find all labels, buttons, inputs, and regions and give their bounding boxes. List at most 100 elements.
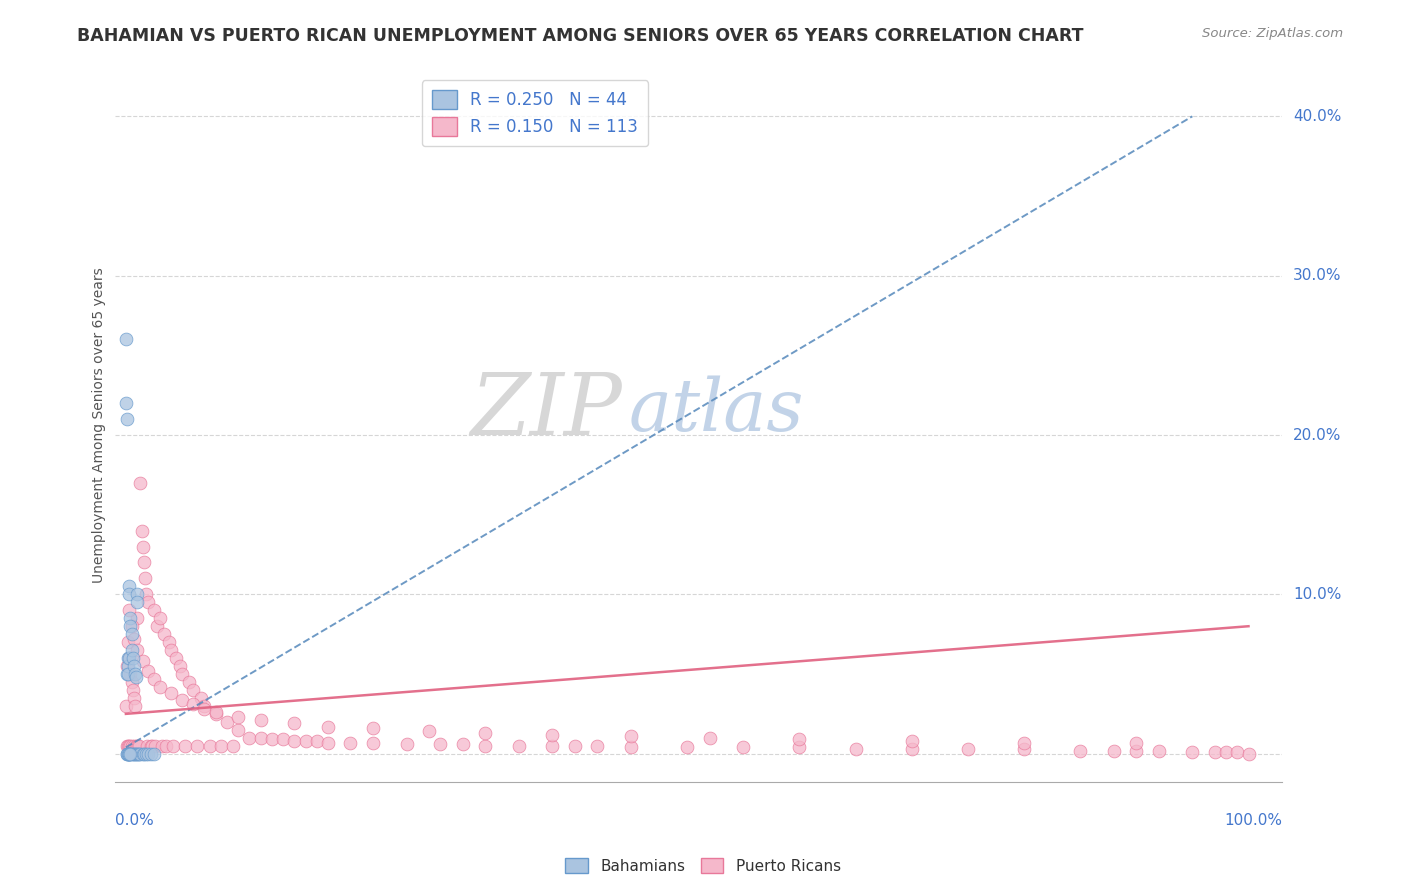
Text: 10.0%: 10.0% — [1294, 587, 1341, 602]
Point — [316, 735, 339, 749]
Point — [120, 739, 142, 753]
Point — [115, 659, 138, 673]
Point — [135, 587, 157, 601]
Point — [128, 747, 150, 761]
Point — [115, 698, 138, 713]
Point — [129, 475, 152, 490]
Point — [127, 643, 149, 657]
Text: ZIP: ZIP — [471, 370, 623, 452]
Point — [131, 524, 153, 538]
Point — [143, 739, 166, 753]
Point — [122, 659, 145, 673]
Point — [157, 635, 180, 649]
Point — [117, 747, 139, 761]
Point — [115, 667, 138, 681]
Point — [165, 651, 187, 665]
Point — [221, 739, 243, 753]
Point — [177, 675, 200, 690]
Point — [146, 619, 169, 633]
Point — [1012, 742, 1035, 756]
Point — [900, 734, 922, 748]
Point — [474, 726, 496, 740]
Point — [305, 734, 328, 748]
Legend: Bahamians, Puerto Ricans: Bahamians, Puerto Ricans — [560, 852, 846, 880]
Point — [121, 627, 143, 641]
Point — [127, 739, 149, 753]
Point — [283, 734, 305, 748]
Point — [120, 747, 142, 761]
Point — [127, 739, 149, 753]
Point — [125, 670, 148, 684]
Point — [122, 632, 145, 646]
Point — [124, 698, 146, 713]
Point — [249, 731, 271, 745]
Point — [138, 664, 160, 678]
Point — [564, 739, 586, 753]
Point — [238, 731, 260, 745]
Point — [676, 740, 699, 755]
Point — [186, 739, 208, 753]
Point — [118, 747, 141, 761]
Legend: R = 0.250   N = 44, R = 0.150   N = 113: R = 0.250 N = 44, R = 0.150 N = 113 — [422, 80, 648, 146]
Point — [733, 740, 755, 755]
Point — [294, 734, 316, 748]
Point — [1237, 747, 1260, 761]
Point — [956, 742, 979, 756]
Point — [1069, 743, 1091, 757]
Point — [159, 643, 181, 657]
Point — [118, 579, 141, 593]
Point — [138, 595, 160, 609]
Point — [117, 651, 139, 665]
Point — [155, 739, 177, 753]
Point — [789, 740, 811, 755]
Point — [316, 720, 339, 734]
Point — [249, 713, 271, 727]
Point — [170, 667, 193, 681]
Point — [620, 729, 643, 743]
Point — [418, 724, 440, 739]
Point — [153, 627, 176, 641]
Point — [115, 747, 138, 761]
Point — [115, 747, 138, 761]
Point — [142, 603, 165, 617]
Point — [271, 732, 294, 747]
Point — [117, 739, 139, 753]
Point — [451, 737, 474, 751]
Point — [1102, 743, 1125, 757]
Point — [170, 692, 193, 706]
Point — [118, 651, 141, 665]
Point — [120, 747, 142, 761]
Point — [118, 587, 141, 601]
Point — [120, 611, 142, 625]
Point — [115, 333, 138, 347]
Text: 30.0%: 30.0% — [1294, 268, 1341, 283]
Point — [1215, 745, 1237, 759]
Point — [117, 659, 139, 673]
Point — [586, 739, 609, 753]
Point — [122, 747, 145, 761]
Point — [129, 747, 152, 761]
Point — [142, 747, 165, 761]
Point — [132, 540, 155, 554]
Point — [159, 686, 181, 700]
Point — [209, 739, 232, 753]
Point — [226, 710, 249, 724]
Point — [339, 735, 361, 749]
Text: atlas: atlas — [628, 376, 804, 446]
Point — [226, 723, 249, 737]
Text: 40.0%: 40.0% — [1294, 109, 1341, 124]
Point — [121, 651, 143, 665]
Text: Source: ZipAtlas.com: Source: ZipAtlas.com — [1202, 27, 1343, 40]
Point — [845, 742, 868, 756]
Point — [118, 747, 141, 761]
Point — [128, 739, 150, 753]
Point — [204, 706, 226, 721]
Point — [193, 698, 215, 713]
Point — [118, 651, 141, 665]
Point — [198, 739, 221, 753]
Point — [132, 654, 155, 668]
Point — [121, 643, 143, 657]
Point — [127, 587, 149, 601]
Point — [361, 721, 384, 735]
Point — [139, 739, 162, 753]
